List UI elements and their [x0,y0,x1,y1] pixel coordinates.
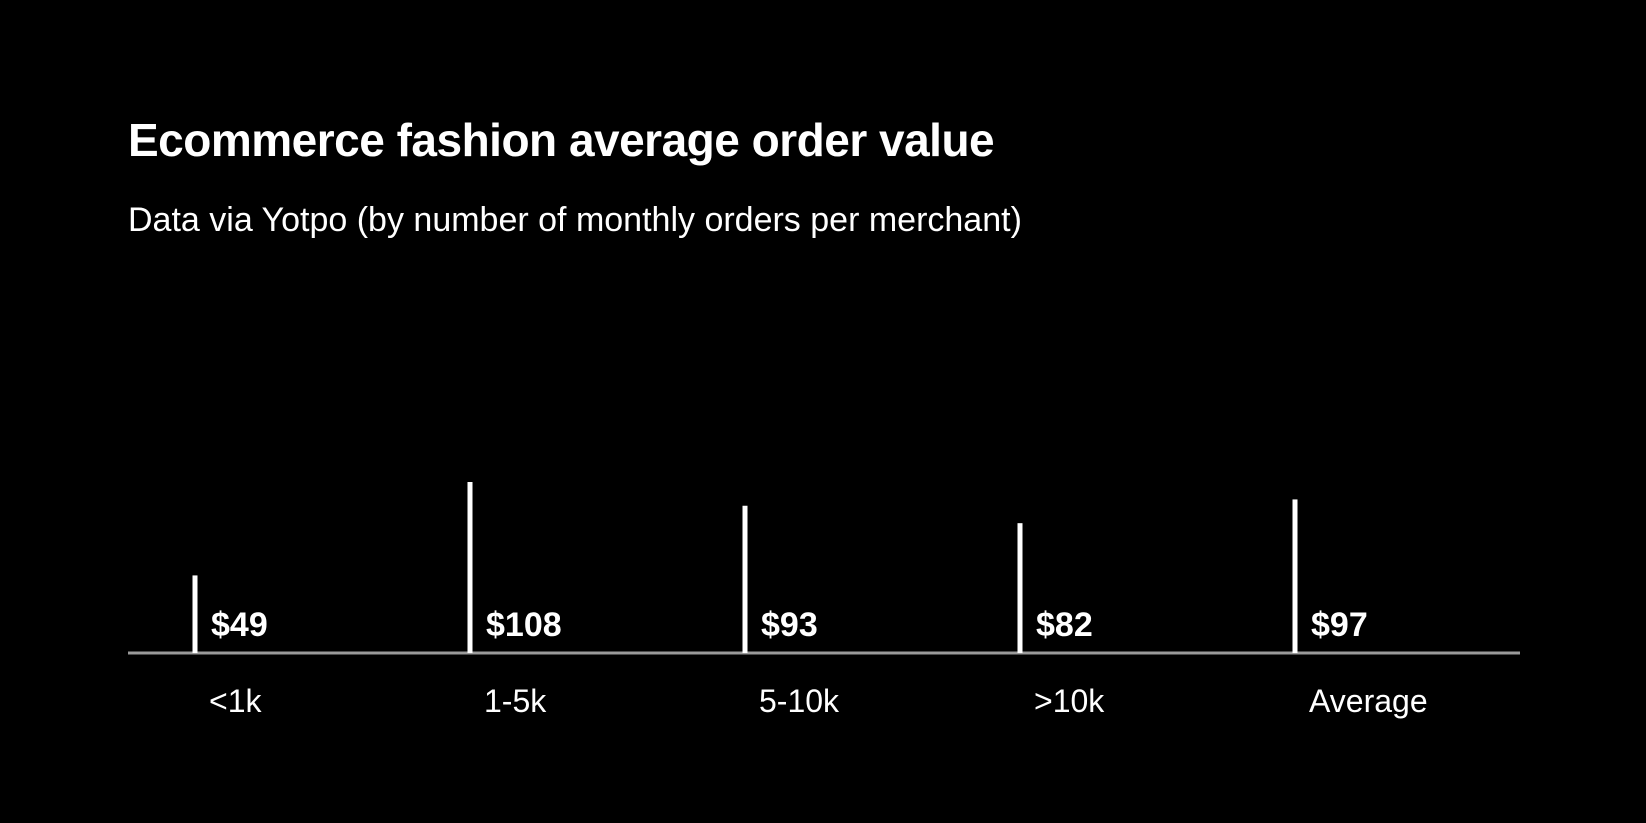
value-label-0: $49 [211,606,268,644]
chart-title: Ecommerce fashion average order value [128,114,995,166]
category-label-2: 5-10k [759,683,840,719]
chart-subtitle: Data via Yotpo (by number of monthly ord… [128,201,1022,239]
value-label-2: $93 [761,606,818,644]
category-label-0: <1k [209,683,262,719]
category-label-3: >10k [1034,683,1105,719]
bar-1 [467,482,473,653]
category-label-1: 1-5k [484,683,547,719]
value-label-3: $82 [1036,606,1093,644]
bar-4 [1292,499,1298,653]
bar-2 [742,505,748,653]
value-label-1: $108 [486,606,562,644]
bar-0 [192,575,198,653]
category-label-4: Average [1309,683,1428,719]
bar-3 [1017,523,1023,653]
value-label-4: $97 [1311,606,1368,644]
